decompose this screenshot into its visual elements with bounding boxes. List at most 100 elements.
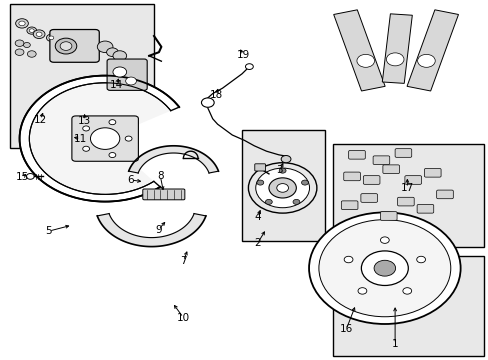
- Text: 7: 7: [180, 256, 186, 266]
- Text: 3: 3: [276, 165, 283, 175]
- Circle shape: [113, 51, 126, 61]
- Text: 8: 8: [157, 171, 163, 181]
- Circle shape: [281, 156, 290, 163]
- FancyBboxPatch shape: [397, 197, 413, 206]
- Circle shape: [361, 251, 407, 285]
- FancyBboxPatch shape: [382, 165, 399, 174]
- Text: 4: 4: [254, 212, 261, 222]
- Circle shape: [344, 256, 352, 263]
- Circle shape: [15, 40, 24, 46]
- Circle shape: [125, 136, 132, 141]
- Polygon shape: [382, 14, 411, 84]
- Polygon shape: [406, 10, 458, 91]
- Circle shape: [15, 49, 24, 55]
- Circle shape: [90, 128, 120, 149]
- FancyBboxPatch shape: [404, 176, 421, 184]
- FancyBboxPatch shape: [372, 156, 389, 165]
- Circle shape: [23, 42, 30, 48]
- Circle shape: [356, 54, 374, 67]
- Circle shape: [26, 174, 34, 179]
- Text: 13: 13: [78, 116, 91, 126]
- Text: 6: 6: [127, 175, 134, 185]
- Circle shape: [373, 260, 395, 276]
- Text: 16: 16: [339, 324, 352, 334]
- FancyBboxPatch shape: [394, 149, 411, 157]
- FancyBboxPatch shape: [107, 59, 147, 90]
- Text: 2: 2: [254, 238, 261, 248]
- Circle shape: [109, 120, 116, 125]
- FancyBboxPatch shape: [360, 194, 377, 202]
- Circle shape: [279, 168, 285, 173]
- Circle shape: [36, 32, 42, 36]
- FancyBboxPatch shape: [50, 30, 99, 62]
- Circle shape: [113, 67, 126, 77]
- Text: 10: 10: [177, 312, 189, 323]
- Circle shape: [357, 288, 366, 294]
- Circle shape: [256, 180, 263, 185]
- Text: 12: 12: [34, 114, 47, 125]
- Circle shape: [82, 126, 89, 131]
- FancyBboxPatch shape: [416, 204, 433, 213]
- Circle shape: [82, 146, 89, 151]
- Polygon shape: [333, 10, 385, 91]
- FancyBboxPatch shape: [343, 172, 360, 181]
- Circle shape: [125, 77, 136, 85]
- Text: 19: 19: [236, 50, 250, 60]
- Circle shape: [301, 180, 308, 185]
- Circle shape: [29, 83, 181, 194]
- Circle shape: [265, 199, 272, 204]
- Circle shape: [27, 27, 37, 34]
- Circle shape: [380, 237, 388, 243]
- FancyBboxPatch shape: [72, 116, 138, 161]
- Circle shape: [402, 288, 411, 294]
- Text: 15: 15: [16, 172, 29, 183]
- Circle shape: [60, 42, 72, 50]
- Text: 18: 18: [209, 90, 223, 100]
- FancyBboxPatch shape: [424, 168, 440, 177]
- Polygon shape: [97, 213, 205, 247]
- Circle shape: [27, 51, 36, 57]
- Circle shape: [417, 54, 434, 67]
- Text: 1: 1: [391, 339, 398, 349]
- Circle shape: [29, 29, 34, 32]
- Circle shape: [318, 220, 450, 317]
- Circle shape: [248, 163, 316, 213]
- Text: 5: 5: [45, 226, 52, 236]
- Circle shape: [33, 30, 45, 39]
- Wedge shape: [105, 105, 195, 190]
- Circle shape: [308, 212, 460, 324]
- FancyBboxPatch shape: [380, 212, 396, 220]
- Circle shape: [201, 98, 214, 107]
- Circle shape: [245, 64, 253, 69]
- Bar: [10, 4, 154, 148]
- Circle shape: [106, 48, 118, 57]
- Circle shape: [49, 36, 54, 40]
- Circle shape: [386, 53, 403, 66]
- Bar: [242, 130, 325, 241]
- Text: 17: 17: [400, 183, 413, 193]
- Polygon shape: [128, 146, 218, 173]
- FancyBboxPatch shape: [254, 164, 265, 171]
- Bar: [332, 144, 483, 247]
- FancyBboxPatch shape: [142, 189, 184, 200]
- Text: 11: 11: [74, 134, 87, 144]
- Circle shape: [55, 38, 77, 54]
- Circle shape: [16, 19, 28, 28]
- FancyBboxPatch shape: [341, 201, 357, 210]
- Circle shape: [97, 41, 113, 53]
- Circle shape: [416, 256, 425, 263]
- FancyBboxPatch shape: [363, 176, 379, 184]
- Circle shape: [20, 76, 190, 202]
- Circle shape: [46, 34, 56, 41]
- Circle shape: [255, 168, 309, 208]
- Circle shape: [268, 178, 296, 198]
- Circle shape: [276, 184, 288, 192]
- Bar: [332, 256, 483, 356]
- Text: 9: 9: [155, 225, 162, 235]
- Circle shape: [19, 21, 25, 26]
- Text: 14: 14: [109, 80, 123, 90]
- FancyBboxPatch shape: [436, 190, 452, 199]
- FancyBboxPatch shape: [348, 150, 365, 159]
- Circle shape: [109, 153, 116, 158]
- Circle shape: [292, 199, 299, 204]
